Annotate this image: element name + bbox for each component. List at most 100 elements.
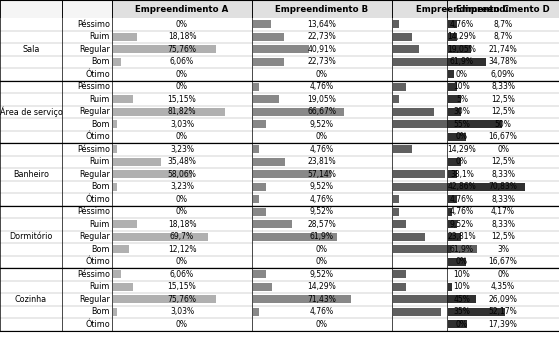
Bar — [392, 268, 532, 281]
Bar — [0, 205, 62, 218]
Bar — [112, 158, 161, 166]
Bar — [0, 68, 62, 81]
Text: 38,1%: 38,1% — [450, 170, 474, 179]
Bar — [0, 281, 62, 293]
Bar — [392, 118, 532, 131]
Bar — [253, 45, 309, 53]
Text: 22,73%: 22,73% — [307, 32, 337, 41]
Text: 8,33%: 8,33% — [491, 82, 515, 91]
Bar — [447, 143, 559, 155]
Bar — [112, 231, 252, 243]
Bar — [112, 283, 133, 291]
Text: 8,7%: 8,7% — [494, 20, 513, 29]
Bar — [62, 318, 112, 330]
Text: 8,33%: 8,33% — [491, 220, 515, 229]
Text: Ruim: Ruim — [89, 95, 110, 104]
Bar — [392, 193, 532, 205]
Bar — [62, 180, 112, 193]
Bar — [252, 93, 392, 106]
Text: Péssimo: Péssimo — [77, 145, 110, 154]
Bar — [447, 81, 559, 93]
Bar — [252, 68, 392, 81]
Text: Regular: Regular — [79, 107, 110, 116]
Text: 61,9%: 61,9% — [310, 232, 334, 241]
Text: 13,64%: 13,64% — [307, 20, 337, 29]
Bar — [447, 106, 559, 118]
Bar — [448, 158, 461, 166]
Bar — [392, 270, 406, 278]
Bar — [112, 270, 121, 278]
Bar — [112, 221, 138, 228]
Bar — [252, 131, 392, 143]
Text: 12,5%: 12,5% — [491, 232, 515, 241]
Text: 3%: 3% — [497, 245, 509, 254]
Text: Bom: Bom — [92, 245, 110, 254]
Text: 4,76%: 4,76% — [310, 307, 334, 316]
Bar — [392, 20, 399, 28]
Bar — [112, 305, 252, 318]
Bar — [447, 205, 559, 218]
Bar — [392, 18, 532, 30]
Bar — [112, 218, 252, 231]
Bar — [112, 0, 252, 18]
Bar — [112, 45, 216, 53]
Bar — [112, 180, 252, 193]
Bar — [252, 318, 392, 330]
Bar — [392, 168, 532, 180]
Bar — [447, 318, 559, 330]
Bar — [448, 45, 471, 53]
Text: Empreendimento C: Empreendimento C — [415, 5, 509, 14]
Text: 71,43%: 71,43% — [307, 295, 337, 304]
Bar — [112, 108, 225, 116]
Bar — [112, 205, 252, 218]
Text: Bom: Bom — [92, 307, 110, 316]
Bar — [447, 180, 559, 193]
Bar — [0, 256, 62, 268]
Bar — [252, 30, 392, 43]
Text: 22,73%: 22,73% — [307, 57, 337, 66]
Text: 4,35%: 4,35% — [491, 282, 515, 291]
Bar — [392, 55, 532, 68]
Bar — [447, 43, 559, 55]
Bar — [448, 20, 457, 28]
Bar — [448, 183, 525, 190]
Bar — [392, 295, 454, 303]
Bar — [62, 218, 112, 231]
Bar — [253, 183, 266, 190]
Bar — [392, 195, 399, 203]
Text: 0%: 0% — [456, 320, 468, 329]
Text: 6,06%: 6,06% — [170, 57, 194, 66]
Text: Ruim: Ruim — [89, 32, 110, 41]
Bar — [447, 68, 559, 81]
Bar — [448, 208, 452, 216]
Text: 55%: 55% — [453, 120, 471, 129]
Text: 0%: 0% — [176, 70, 188, 79]
Text: Regular: Regular — [79, 232, 110, 241]
Bar — [448, 221, 457, 228]
Bar — [112, 295, 216, 303]
Bar — [112, 43, 252, 55]
Bar — [447, 193, 559, 205]
Bar — [112, 145, 117, 153]
Bar — [62, 81, 112, 93]
Bar — [448, 133, 466, 141]
Text: 4,76%: 4,76% — [310, 82, 334, 91]
Bar — [0, 118, 62, 131]
Text: 40,91%: 40,91% — [307, 45, 337, 54]
Bar — [448, 58, 486, 66]
Text: Ótimo: Ótimo — [86, 132, 110, 141]
Bar — [253, 58, 283, 66]
Text: 23,81%: 23,81% — [448, 232, 476, 241]
Text: 6,06%: 6,06% — [170, 270, 194, 279]
Text: Ótimo: Ótimo — [86, 195, 110, 204]
Text: Bom: Bom — [92, 57, 110, 66]
Bar — [112, 81, 252, 93]
Bar — [447, 155, 559, 168]
Bar — [392, 205, 532, 218]
Text: 0%: 0% — [456, 257, 468, 266]
Bar — [62, 43, 112, 55]
Bar — [253, 120, 266, 128]
Text: 58,06%: 58,06% — [168, 170, 196, 179]
Bar — [447, 268, 559, 281]
Text: 19,05%: 19,05% — [307, 95, 337, 104]
